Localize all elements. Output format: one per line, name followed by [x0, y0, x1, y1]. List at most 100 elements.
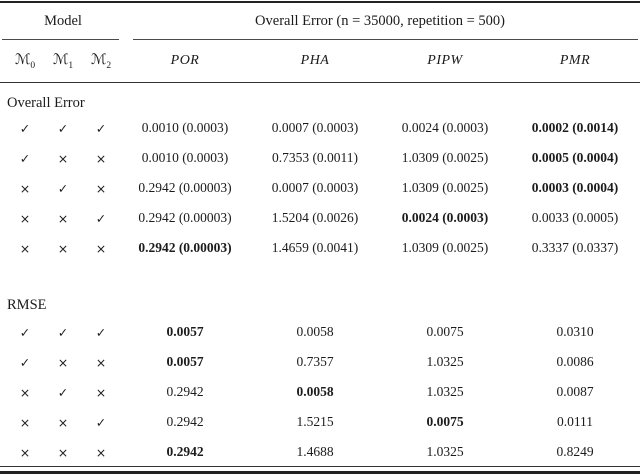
cell-value: 1.0325 [426, 354, 464, 369]
cell-value: 0.0033 (0.0005) [531, 210, 619, 225]
model-group-header: Model [44, 12, 82, 29]
cell-value: 1.0325 [426, 384, 464, 399]
cell-value: 0.0003 (0.0004) [531, 180, 619, 195]
cell-value: 0.0024 (0.0003) [401, 120, 489, 135]
cell-value: 1.0309 (0.0025) [401, 180, 489, 195]
cell-value: 0.0086 [556, 354, 594, 369]
table-row: ✓ ✓ ✓ 0.0057 0.0058 0.0075 0.0310 [0, 317, 640, 347]
check-icon: ✓ [95, 324, 107, 340]
cross-icon: × [19, 384, 31, 400]
cell-value: 0.2942 (0.00003) [138, 240, 232, 255]
cell-value: 0.0310 [556, 324, 594, 339]
cell-value: 1.4688 [296, 444, 334, 459]
cross-icon: × [95, 444, 107, 460]
table-row: ✓ × × 0.0010 (0.0003) 0.7353 (0.0011) 1.0309 … [0, 143, 640, 173]
cross-icon: × [57, 240, 69, 256]
cell-value: 0.0111 [556, 414, 594, 429]
cross-icon: × [95, 240, 107, 256]
cross-icon: × [19, 444, 31, 460]
cell-value: 0.2942 [166, 414, 204, 429]
cross-icon: × [95, 384, 107, 400]
cross-icon: × [57, 414, 69, 430]
cell-value: 0.0007 (0.0003) [271, 180, 359, 195]
cell-value: 0.0010 (0.0003) [141, 120, 229, 135]
table-row: × × × 0.2942 (0.00003) 1.4659 (0.0041) 1.0309… [0, 233, 640, 263]
script-m-symbol: ℳ [52, 51, 69, 68]
script-m-symbol: ℳ [14, 51, 31, 68]
cell-value: 0.8249 [556, 444, 594, 459]
cross-icon: × [95, 354, 107, 370]
cross-icon: × [19, 240, 31, 256]
cell-value: 1.4659 (0.0041) [271, 240, 359, 255]
cell-value: 1.0309 (0.0025) [401, 150, 489, 165]
check-icon: ✓ [95, 414, 107, 430]
section-label-overall-error: Overall Error [7, 94, 85, 111]
table-row: × ✓ × 0.2942 0.0058 1.0325 0.0087 [0, 377, 640, 407]
table-row: × × ✓ 0.2942 1.5215 0.0075 0.0111 [0, 407, 640, 437]
check-icon: ✓ [57, 180, 69, 196]
cross-icon: × [19, 180, 31, 196]
cell-value: 0.0058 [296, 384, 334, 399]
cell-value: 0.7353 (0.0011) [271, 150, 359, 165]
column-header-pmr: PMR [559, 53, 591, 68]
table-row: × ✓ × 0.2942 (0.00003) 0.0007 (0.0003) 1.0309… [0, 173, 640, 203]
check-icon: ✓ [19, 120, 31, 136]
column-header-row: ℳ0 ℳ1 ℳ2 POR PHA PIPW PMR [0, 44, 640, 78]
check-icon: ✓ [57, 384, 69, 400]
cell-value: 0.0058 [296, 324, 334, 339]
cross-icon: × [57, 354, 69, 370]
cross-icon: × [57, 150, 69, 166]
check-icon: ✓ [57, 120, 69, 136]
cell-value: 0.2942 [166, 384, 204, 399]
cell-value: 0.0010 (0.0003) [141, 150, 229, 165]
cell-value: 0.2942 [166, 444, 204, 459]
column-header-pha: PHA [300, 53, 330, 68]
cell-value: 0.0005 (0.0004) [531, 150, 619, 165]
subscript: 1 [68, 60, 74, 71]
column-header-m1: ℳ1 [44, 52, 82, 71]
cross-icon: × [57, 444, 69, 460]
bottom-rule-thin [0, 466, 640, 467]
cross-icon: × [95, 150, 107, 166]
cross-icon: × [95, 180, 107, 196]
cross-icon: × [19, 210, 31, 226]
cell-value: 0.0024 (0.0003) [401, 210, 489, 225]
cell-value: 0.3337 (0.0337) [531, 240, 619, 255]
cell-value: 0.2942 (0.00003) [138, 180, 232, 195]
check-icon: ✓ [95, 210, 107, 226]
check-icon: ✓ [57, 324, 69, 340]
subscript: 0 [30, 60, 36, 71]
cell-value: 0.2942 (0.00003) [138, 210, 232, 225]
cross-icon: × [19, 414, 31, 430]
table-row: ✓ ✓ ✓ 0.0010 (0.0003) 0.0007 (0.0003) 0.0024 … [0, 113, 640, 143]
cell-value: 1.0309 (0.0025) [401, 240, 489, 255]
cell-value: 0.0087 [556, 384, 594, 399]
column-header-pipw: PIPW [427, 53, 463, 68]
cell-value: 0.0057 [166, 324, 204, 339]
cell-value: 0.0075 [426, 414, 464, 429]
table-row: × × ✓ 0.2942 (0.00003) 1.5204 (0.0026) 0.0024… [0, 203, 640, 233]
bottom-rule-thick [0, 471, 640, 474]
top-rule [0, 1, 640, 3]
group-header-row: Model Overall Error (n = 35000, repetiti… [0, 6, 640, 36]
cell-value: 0.0007 (0.0003) [271, 120, 359, 135]
column-header-m0: ℳ0 [6, 52, 44, 71]
cell-value: 0.0075 [426, 324, 464, 339]
section-label-rmse: RMSE [7, 296, 47, 313]
column-header-m2: ℳ2 [82, 52, 120, 71]
cell-value: 1.5204 (0.0026) [271, 210, 359, 225]
cell-value: 1.5215 [296, 414, 334, 429]
check-icon: ✓ [19, 150, 31, 166]
check-icon: ✓ [19, 354, 31, 370]
table-row: ✓ × × 0.0057 0.7357 1.0325 0.0086 [0, 347, 640, 377]
cell-value: 0.0057 [166, 354, 204, 369]
check-icon: ✓ [95, 120, 107, 136]
cross-icon: × [57, 210, 69, 226]
script-m-symbol: ℳ [90, 51, 107, 68]
header-rule [0, 82, 640, 84]
model-group-rule [2, 39, 119, 40]
cell-value: 0.7357 [296, 354, 334, 369]
table-row: × × × 0.2942 1.4688 1.0325 0.8249 [0, 437, 640, 467]
check-icon: ✓ [19, 324, 31, 340]
